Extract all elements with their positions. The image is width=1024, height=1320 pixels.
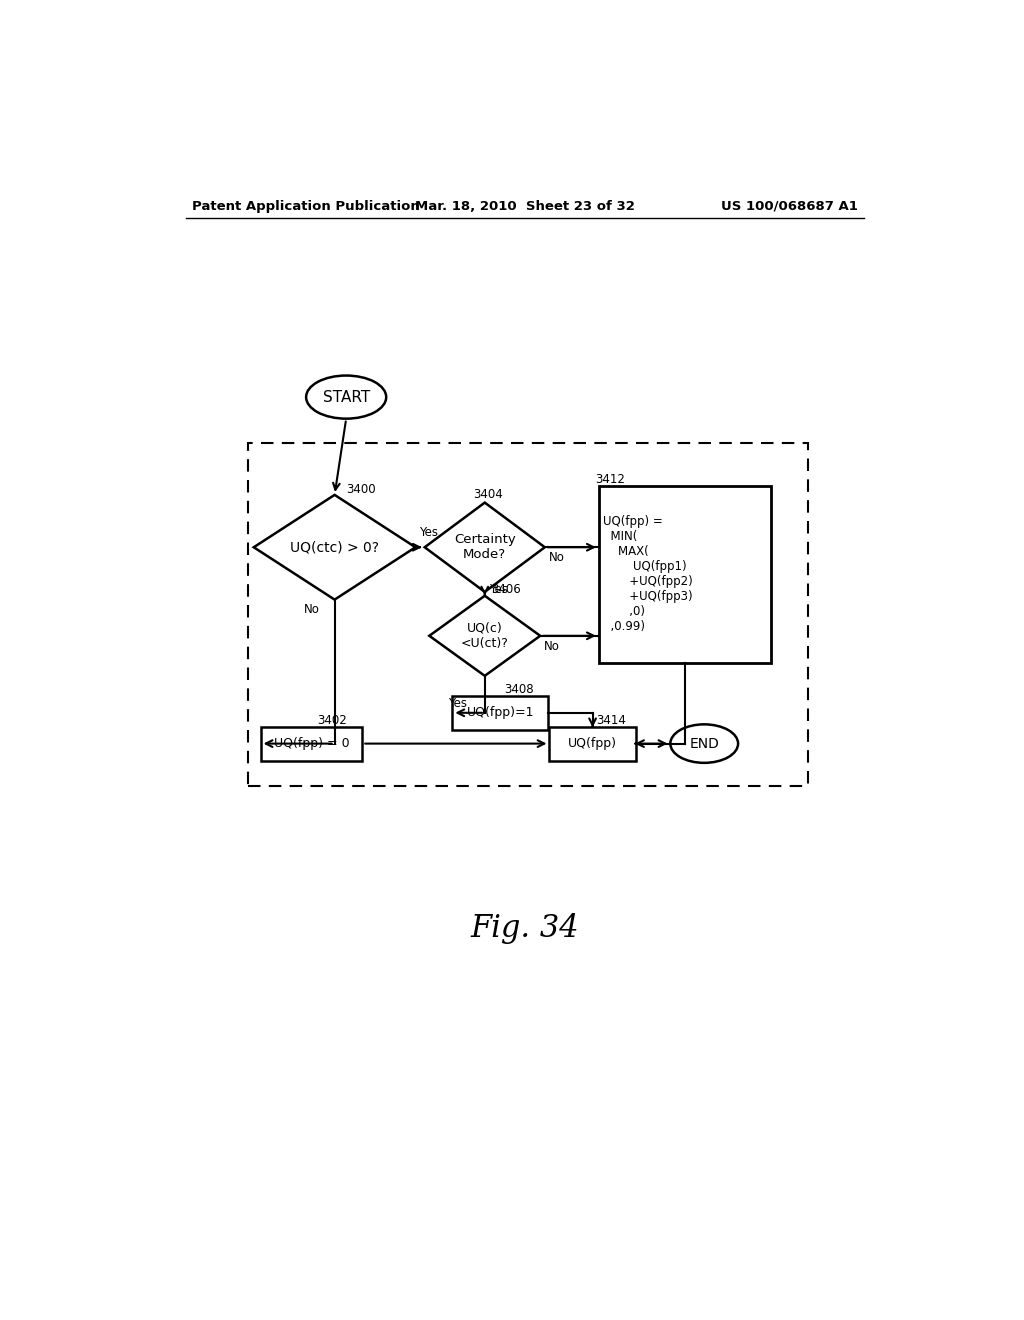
Text: US 100/068687 A1: US 100/068687 A1 — [721, 199, 857, 213]
Text: 3408: 3408 — [504, 684, 534, 696]
Text: UQ(fpp): UQ(fpp) — [568, 737, 617, 750]
Text: 3414: 3414 — [596, 714, 627, 727]
Text: UQ(fpp)=1: UQ(fpp)=1 — [466, 706, 534, 719]
Bar — [599, 486, 771, 663]
Text: No: No — [544, 640, 560, 652]
Text: 3402: 3402 — [317, 714, 347, 727]
Bar — [261, 726, 362, 760]
Text: 3412: 3412 — [595, 473, 625, 486]
Text: Patent Application Publication: Patent Application Publication — [193, 199, 420, 213]
Text: Yes: Yes — [447, 697, 467, 710]
Text: START: START — [323, 389, 370, 405]
Text: Yes: Yes — [488, 583, 508, 597]
Text: Fig. 34: Fig. 34 — [470, 913, 580, 944]
Text: No: No — [549, 552, 564, 564]
Text: 3406: 3406 — [490, 583, 520, 597]
Text: UQ(ctc) > 0?: UQ(ctc) > 0? — [290, 540, 379, 554]
Text: END: END — [689, 737, 719, 751]
Text: UQ(fpp) = 0: UQ(fpp) = 0 — [273, 737, 349, 750]
Text: Yes: Yes — [419, 527, 438, 540]
Text: No: No — [304, 603, 319, 616]
Text: UQ(fpp) =
  MIN(
    MAX(
        UQ(fpp1)
       +UQ(fpp2)
       +UQ(fpp3)
   : UQ(fpp) = MIN( MAX( UQ(fpp1) +UQ(fpp2) +… — [603, 515, 693, 634]
Bar — [248, 444, 808, 785]
Text: UQ(c)
<U(ct)?: UQ(c) <U(ct)? — [461, 622, 509, 649]
Bar — [550, 726, 636, 760]
Text: Certainty
Mode?: Certainty Mode? — [454, 533, 516, 561]
Text: 3404: 3404 — [473, 488, 503, 502]
Bar — [453, 696, 548, 730]
Text: 3400: 3400 — [346, 483, 376, 496]
Text: Mar. 18, 2010  Sheet 23 of 32: Mar. 18, 2010 Sheet 23 of 32 — [415, 199, 635, 213]
